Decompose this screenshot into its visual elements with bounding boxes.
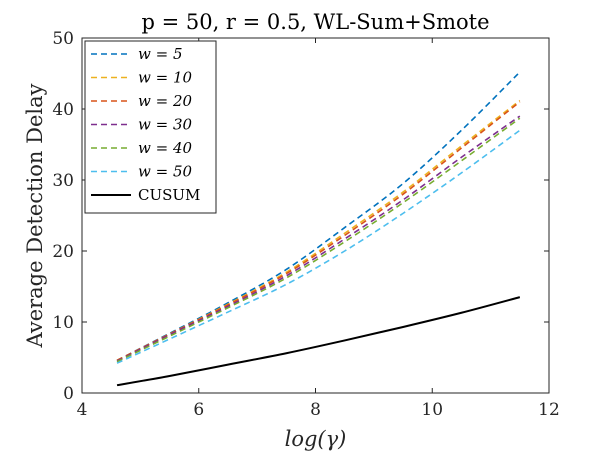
x-tick-label: 6 [193,400,204,420]
series-lines [116,71,521,387]
x-tick-label: 12 [538,400,560,420]
series-line-6 [116,129,521,364]
x-tick-labels: 4 6 8 10 12 [77,400,560,420]
y-tick-label: 20 [52,242,74,262]
legend-label-1: w = 5 [138,45,183,63]
y-tick-label: 0 [63,384,74,404]
series-line-4 [116,115,521,362]
legend-label-2: w = 10 [138,69,192,87]
x-axis-label: log(γ) [285,427,347,451]
y-tick-label: 30 [52,171,74,191]
y-tick-label: 40 [52,100,74,120]
x-tick-label: 8 [310,400,321,420]
series-line-7 [116,296,521,387]
legend-box [84,40,217,214]
y-tick-label: 50 [52,29,74,49]
legend-label-3: w = 20 [138,92,192,110]
x-tick-label: 4 [77,400,88,420]
legend-label-6: w = 50 [138,163,192,181]
chart-title: p = 50, r = 0.5, WL-Sum+Smote [141,10,489,34]
legend-label-7: CUSUM [138,186,200,204]
series-line-5 [116,117,521,363]
legend: w = 5 w = 10 w = 20 w = 30 w = 40 w = 50 CUSUM [84,40,217,214]
y-axis-label: Average Detection Delay [23,83,47,348]
legend-label-5: w = 40 [138,139,192,157]
y-tick-label: 10 [52,313,74,333]
legend-label-4: w = 30 [138,116,192,134]
x-tick-label: 10 [421,400,443,420]
y-tick-labels: 0 10 20 30 40 50 [52,29,74,404]
